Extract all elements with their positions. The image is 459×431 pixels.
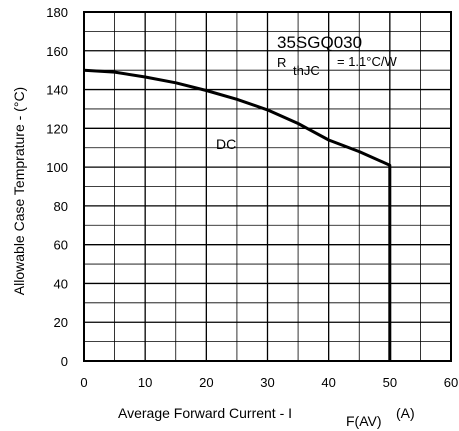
y-axis-label: Allowable Case Temprature - (°C) bbox=[11, 87, 27, 295]
y-tick-label: 180 bbox=[46, 5, 68, 20]
part-number-label: 35SGQ030 bbox=[277, 33, 362, 52]
y-tick-label: 40 bbox=[54, 276, 68, 291]
y-tick-label: 120 bbox=[46, 121, 68, 136]
x-axis-label: Average Forward Current - I bbox=[118, 405, 292, 421]
y-tick-label: 60 bbox=[54, 238, 68, 253]
curve-label-dc: DC bbox=[216, 136, 236, 152]
x-tick-label: 10 bbox=[138, 375, 152, 390]
x-tick-labels: 0 10 20 30 40 50 60 bbox=[80, 375, 458, 390]
y-tick-label: 80 bbox=[54, 199, 68, 214]
x-tick-label: 50 bbox=[383, 375, 397, 390]
plot-frame bbox=[83, 11, 452, 362]
rth-symbol: R bbox=[277, 55, 286, 70]
y-tick-label: 0 bbox=[61, 354, 68, 369]
y-tick-label: 160 bbox=[46, 44, 68, 59]
x-tick-label: 40 bbox=[321, 375, 335, 390]
y-tick-label: 140 bbox=[46, 83, 68, 98]
x-tick-label: 20 bbox=[199, 375, 213, 390]
x-tick-label: 30 bbox=[260, 375, 274, 390]
y-tick-label: 100 bbox=[46, 160, 68, 175]
rth-value: = 1.1°C/W bbox=[337, 54, 397, 69]
x-axis-label-subscript: F(AV) bbox=[346, 413, 382, 429]
series-line-dc bbox=[83, 68, 392, 361]
y-tick-labels: 0 20 40 60 80 100 120 140 160 180 bbox=[46, 5, 68, 369]
x-axis-label-unit: (A) bbox=[396, 405, 415, 421]
x-tick-label: 0 bbox=[80, 375, 87, 390]
y-tick-label: 20 bbox=[54, 315, 68, 330]
rth-subscript: thJC bbox=[293, 63, 320, 78]
x-tick-label: 60 bbox=[444, 375, 458, 390]
